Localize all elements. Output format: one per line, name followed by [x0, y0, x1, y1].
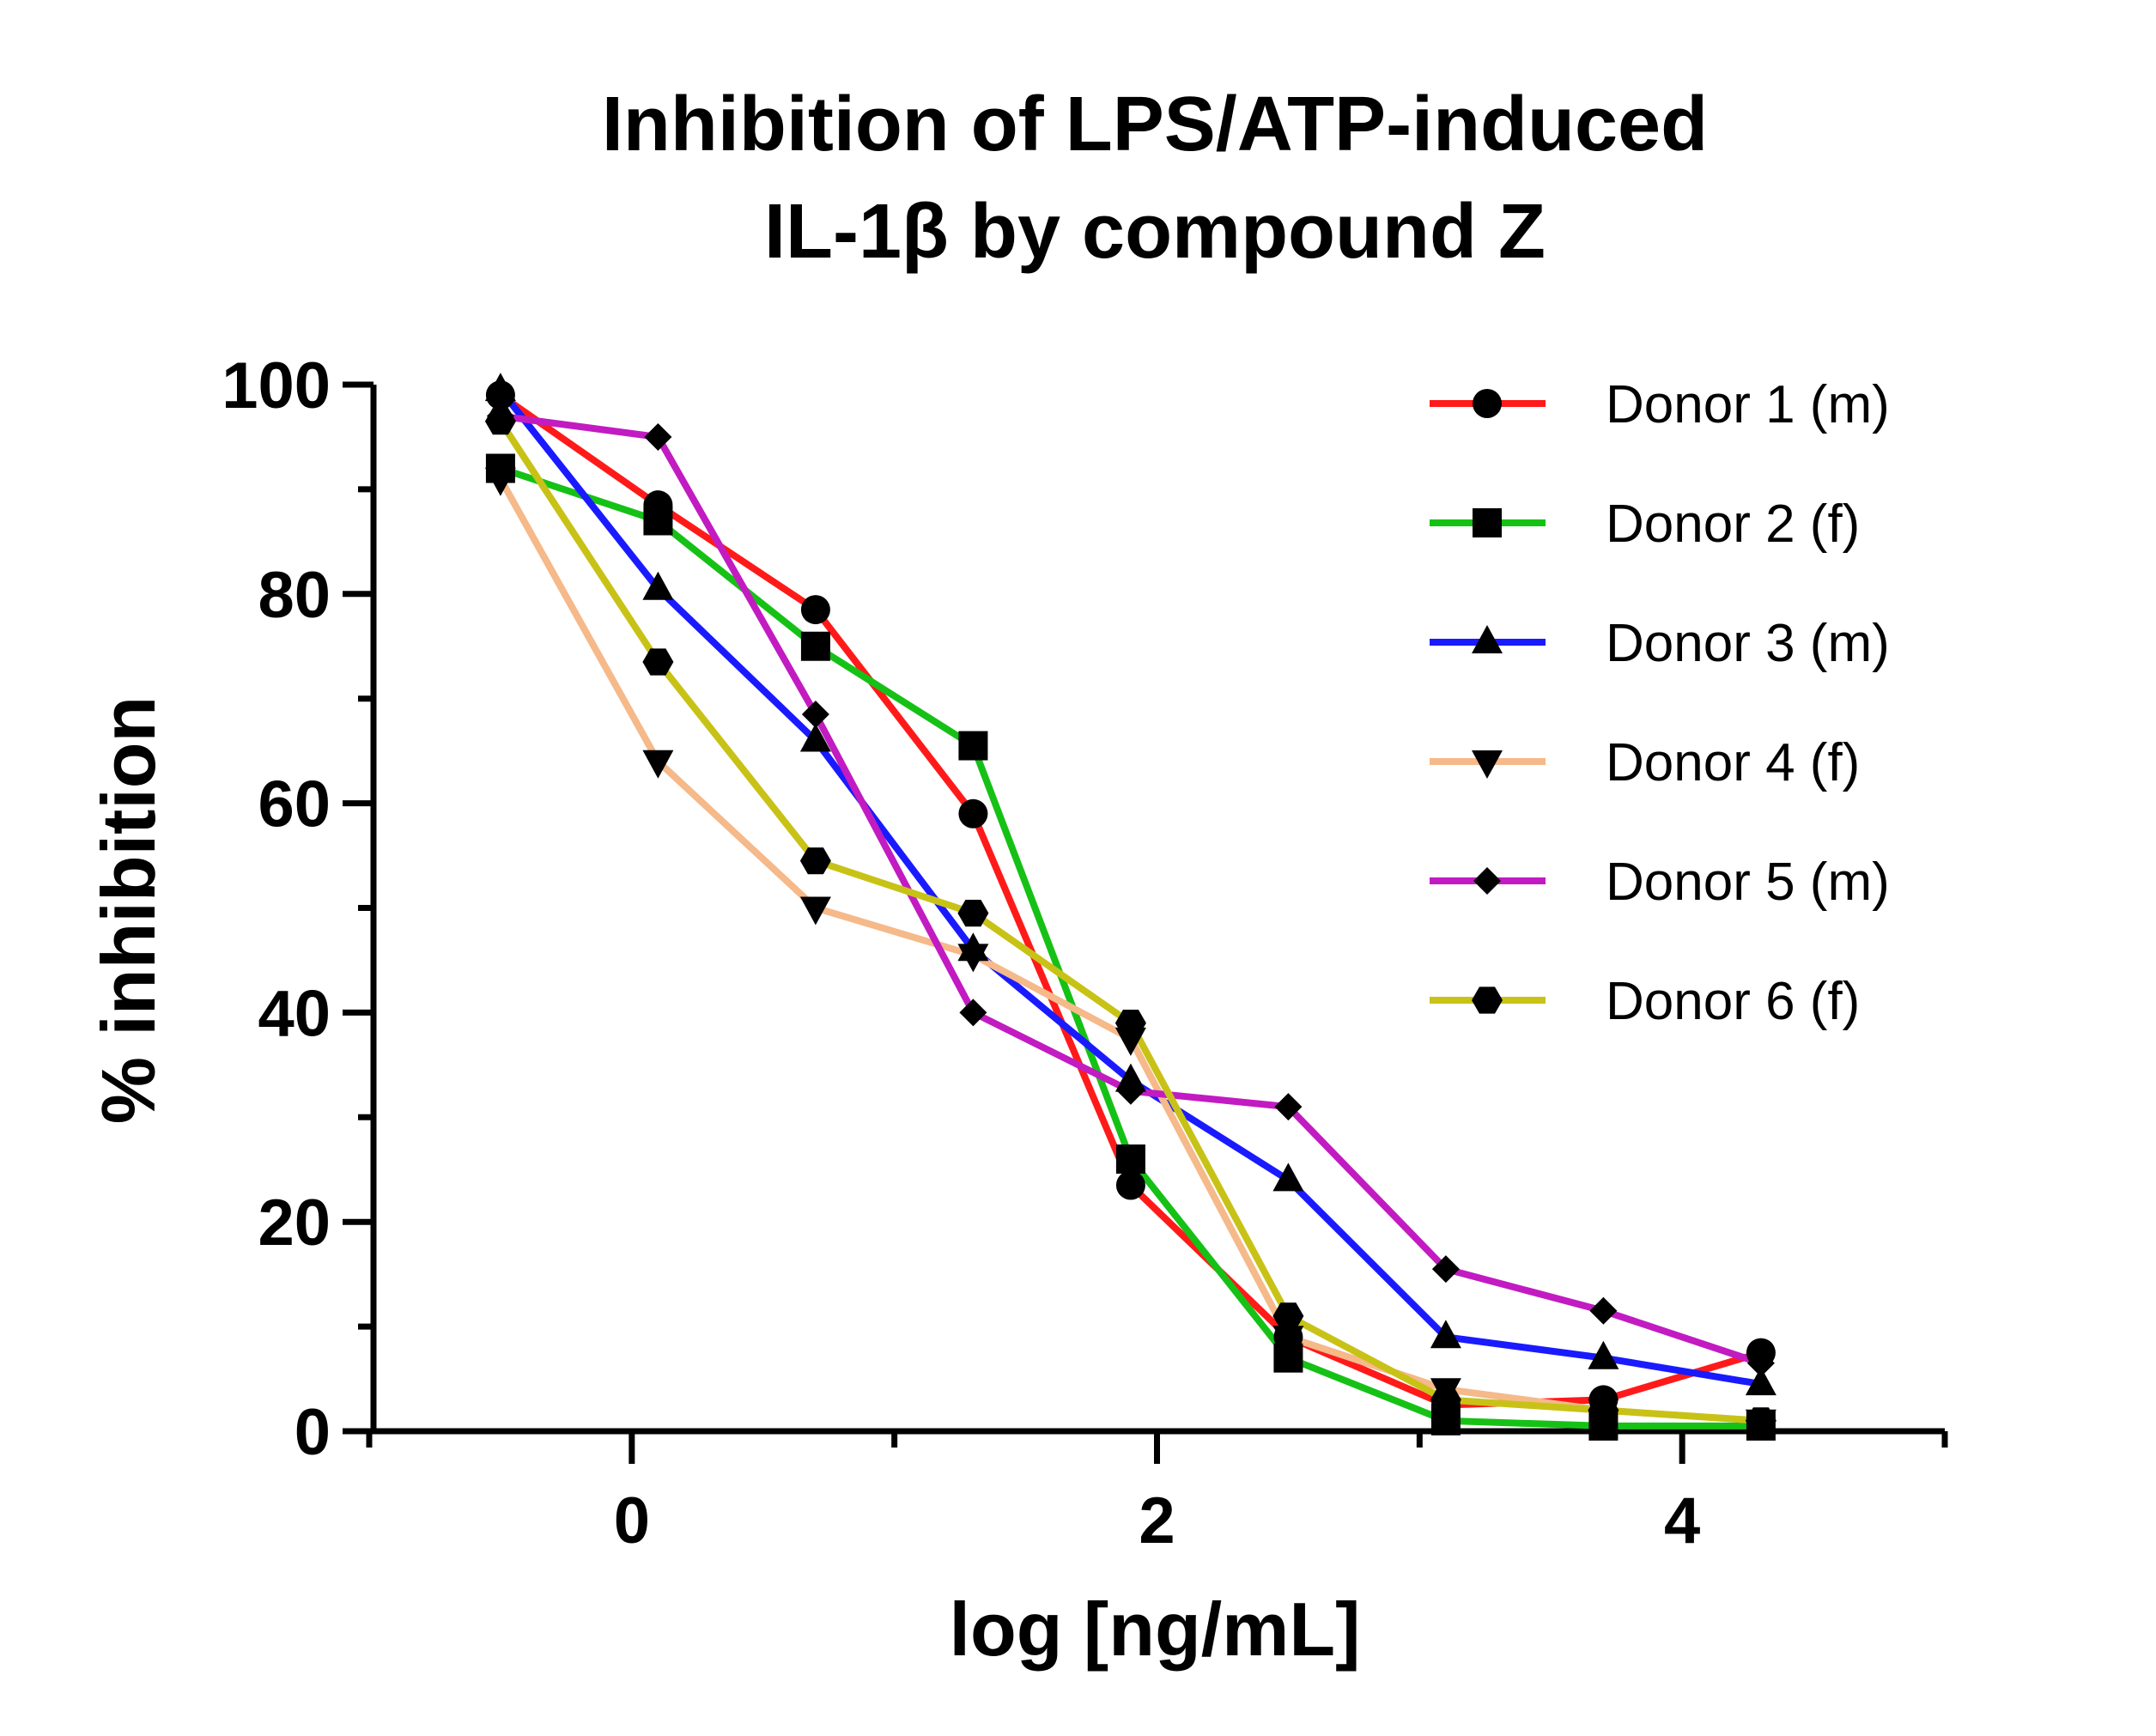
data-point-donor-5	[1589, 1296, 1618, 1325]
data-point-donor-1	[958, 798, 988, 829]
series-line-donor-2	[496, 464, 1764, 1429]
data-point-donor-6	[799, 847, 831, 875]
plot-area	[484, 373, 1776, 1441]
data-point-donor-2	[643, 506, 673, 536]
data-point-donor-4	[957, 944, 989, 973]
y-tick-label: 0	[295, 1396, 331, 1469]
data-point-donor-6	[1745, 1407, 1776, 1435]
chart-title-line-1: Inhibition of LPS/ATP-induced	[602, 82, 1708, 167]
data-point-donor-3	[642, 571, 674, 600]
legend-item-donor-4: Donor 4 (f)	[1430, 733, 1860, 792]
data-point-donor-5	[1274, 1093, 1303, 1121]
legend-label: Donor 5 (m)	[1606, 853, 1890, 912]
y-tick-label: 100	[222, 349, 331, 422]
legend-item-donor-2: Donor 2 (f)	[1430, 495, 1860, 554]
data-point-donor-4	[799, 896, 831, 926]
series-donor-5	[496, 412, 1764, 1367]
legend-swatch-marker	[1473, 389, 1502, 418]
data-point-donor-6	[1588, 1397, 1619, 1424]
series-line-donor-5	[496, 412, 1764, 1367]
data-point-donor-3	[1272, 1162, 1304, 1192]
axes: 0 20 40 60 80 100 0 2 4	[222, 349, 1948, 1557]
y-axis-title: % inhibition	[86, 696, 171, 1125]
x-axis-title: log [ng/mL]	[950, 1587, 1361, 1672]
legend-item-donor-6: Donor 6 (f)	[1430, 972, 1860, 1031]
chart-title-line-2: IL-1β by compound Z	[764, 189, 1546, 275]
data-point-donor-5	[959, 999, 987, 1027]
series-line-donor-3	[496, 386, 1764, 1388]
legend-label: Donor 3 (m)	[1606, 614, 1890, 673]
legend: Donor 1 (m) Donor 2 (f) Donor 3 (m) Donor 4…	[1430, 375, 1890, 1031]
series-donor-3	[496, 386, 1764, 1388]
series-markers-donor-3	[484, 373, 1776, 1396]
legend-swatch-marker	[1473, 867, 1501, 895]
data-point-donor-4	[484, 467, 516, 496]
data-point-donor-3	[1588, 1340, 1619, 1369]
data-point-donor-5	[1431, 1255, 1460, 1284]
data-point-donor-2	[958, 731, 988, 761]
x-tick-label: 2	[1139, 1484, 1175, 1557]
data-point-donor-5	[801, 701, 829, 728]
legend-swatch-marker	[1472, 750, 1503, 779]
legend-item-donor-5: Donor 5 (m)	[1430, 853, 1890, 912]
data-point-donor-3	[799, 723, 831, 752]
data-point-donor-6	[1272, 1302, 1304, 1330]
series-line-donor-6	[496, 417, 1764, 1424]
data-point-donor-6	[957, 900, 989, 927]
data-point-donor-4	[1272, 1326, 1304, 1355]
data-point-donor-5	[1116, 1077, 1145, 1105]
y-tick-label: 60	[258, 768, 331, 841]
data-point-donor-2	[800, 631, 830, 661]
legend-item-donor-1: Donor 1 (m)	[1430, 375, 1890, 434]
series-markers-donor-5	[486, 402, 1775, 1377]
legend-label: Donor 4 (f)	[1606, 733, 1860, 792]
data-point-donor-5	[644, 423, 672, 451]
data-point-donor-5	[1746, 1349, 1775, 1377]
series-donor-6	[496, 417, 1764, 1424]
data-point-donor-3	[1745, 1367, 1776, 1396]
x-tick-label: 4	[1664, 1484, 1700, 1557]
data-point-donor-6	[642, 648, 674, 676]
legend-swatch-marker	[1472, 986, 1503, 1014]
data-point-donor-6	[1114, 1010, 1146, 1037]
legend-swatch-marker	[1472, 625, 1503, 653]
data-point-donor-4	[642, 750, 674, 779]
legend-label: Donor 6 (f)	[1606, 972, 1860, 1031]
y-tick-label: 20	[258, 1187, 331, 1260]
y-tick-label: 80	[258, 559, 331, 632]
data-point-donor-2	[1115, 1144, 1145, 1175]
data-point-donor-1	[800, 595, 830, 625]
series-markers-donor-6	[484, 408, 1776, 1435]
series-donor-2	[496, 464, 1764, 1429]
y-tick-label: 40	[258, 977, 331, 1050]
data-point-donor-3	[1430, 1320, 1461, 1349]
data-point-donor-3	[484, 373, 516, 402]
series-markers-donor-2	[485, 453, 1776, 1441]
legend-swatch-marker	[1473, 508, 1502, 537]
legend-label: Donor 1 (m)	[1606, 375, 1890, 434]
x-tick-label: 0	[614, 1484, 650, 1557]
legend-label: Donor 2 (f)	[1606, 495, 1860, 554]
data-point-donor-1	[1115, 1170, 1145, 1200]
data-point-donor-6	[484, 408, 516, 435]
data-point-donor-6	[1430, 1386, 1461, 1413]
legend-item-donor-3: Donor 3 (m)	[1430, 614, 1890, 673]
